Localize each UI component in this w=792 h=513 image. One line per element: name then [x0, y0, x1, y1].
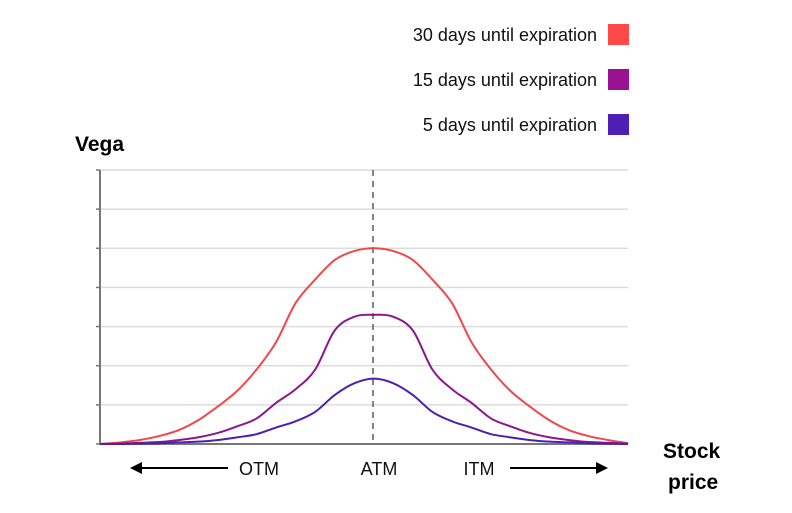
legend-item-5-days: 5 days until expiration — [423, 114, 629, 135]
legend-item-15-days: 15 days until expiration — [413, 69, 629, 90]
y-axis-label: Vega — [75, 133, 124, 156]
series-lines — [99, 247, 629, 446]
legend-swatch — [608, 69, 629, 90]
legend-item-30-days: 30 days until expiration — [413, 24, 629, 45]
series-line-2 — [99, 377, 629, 446]
atm-label: ATM — [361, 459, 398, 479]
otm-label: OTM — [239, 459, 279, 479]
series-line-0 — [99, 247, 629, 445]
svg-text:30 days until expiration: 30 days until expiration — [413, 25, 597, 45]
x-axis-label-line1: Stock — [663, 440, 721, 463]
right-arrow-icon — [510, 462, 608, 474]
legend-swatch — [608, 114, 629, 135]
svg-text:5 days until expiration: 5 days until expiration — [423, 115, 597, 135]
gridlines — [100, 169, 628, 406]
legend-swatch — [608, 24, 629, 45]
legend: 30 days until expiration 15 days until e… — [413, 24, 629, 135]
itm-label: ITM — [464, 459, 495, 479]
x-axis-label-line2: price — [668, 471, 718, 494]
left-arrow-icon — [130, 462, 228, 474]
svg-text:15 days until expiration: 15 days until expiration — [413, 70, 597, 90]
series-line-1 — [99, 313, 629, 445]
